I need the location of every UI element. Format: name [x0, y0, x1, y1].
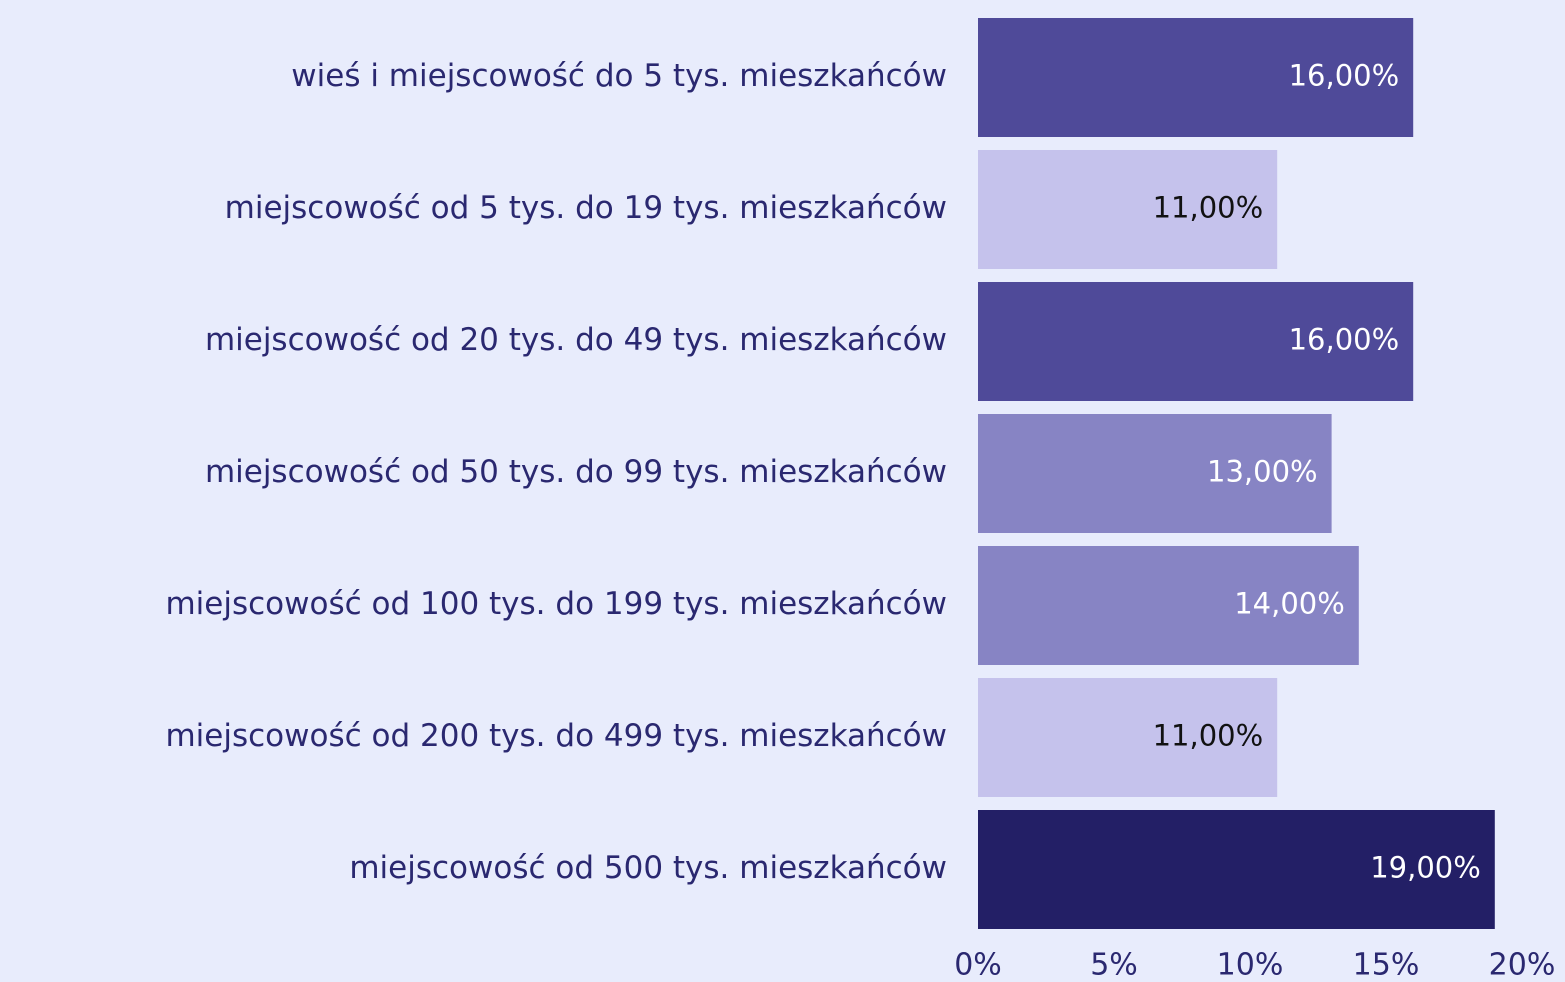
bar: [978, 282, 1414, 401]
value-label: 13,00%: [1207, 455, 1318, 489]
x-tick-label: 15%: [1353, 948, 1420, 982]
value-label: 19,00%: [1370, 851, 1481, 885]
bar: [978, 414, 1332, 533]
category-label: miejscowość od 500 tys. mieszkańców: [349, 850, 947, 886]
category-label: miejscowość od 5 tys. do 19 tys. mieszka…: [225, 190, 947, 226]
x-tick-label: 10%: [1217, 948, 1284, 982]
category-label: miejscowość od 50 tys. do 99 tys. mieszk…: [205, 454, 947, 490]
category-label: wieś i miejscowość do 5 tys. mieszkańców: [291, 58, 947, 94]
category-label: miejscowość od 20 tys. do 49 tys. mieszk…: [205, 322, 947, 358]
bar: [978, 810, 1495, 929]
x-tick-label: 5%: [1090, 948, 1138, 982]
bar: [978, 18, 1414, 137]
value-label: 11,00%: [1153, 191, 1264, 225]
x-tick-label: 0%: [954, 948, 1002, 982]
bar: [978, 150, 1278, 269]
category-label: miejscowość od 200 tys. do 499 tys. mies…: [165, 718, 947, 754]
value-label: 16,00%: [1289, 59, 1400, 93]
bar: [978, 546, 1359, 665]
x-tick-label: 20%: [1489, 948, 1556, 982]
value-label: 14,00%: [1234, 587, 1345, 621]
value-label: 11,00%: [1153, 719, 1264, 753]
value-label: 16,00%: [1289, 323, 1400, 357]
category-label: miejscowość od 100 tys. do 199 tys. mies…: [165, 586, 947, 622]
bar: [978, 678, 1278, 797]
